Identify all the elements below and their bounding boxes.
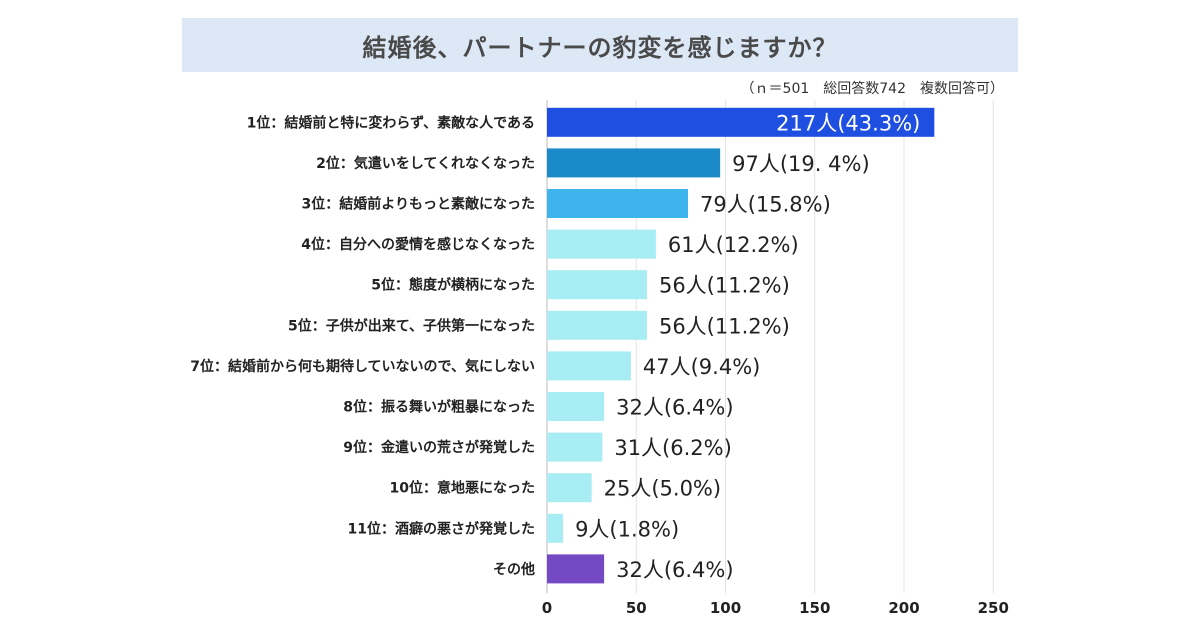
chart-title: 結婚後、パートナーの豹変を感じますか？: [362, 33, 838, 62]
category-label: 3位：結婚前よりもっと素敵になった: [302, 196, 535, 213]
bar: [547, 310, 647, 340]
bar: [547, 107, 935, 137]
value-label: 25人(5.0%): [604, 477, 721, 501]
value-label: 32人(6.4%): [616, 396, 733, 420]
category-label: 9位：金遣いの荒さが発覚した: [343, 439, 535, 456]
bar: [547, 229, 656, 259]
category-label: 11位：酒癖の悪さが発覚した: [348, 520, 535, 537]
value-label: 217人(43.3%): [776, 111, 920, 135]
bar: [547, 432, 603, 462]
category-label: 7位：結婚前から何も期待していないので、気にしない: [190, 358, 535, 375]
value-label: 47人(9.4%): [643, 355, 760, 379]
category-label: 8位：振る舞いが粗暴になった: [343, 399, 535, 416]
category-label: 10位：意地悪になった: [390, 480, 535, 497]
value-label: 79人(15.8%): [700, 193, 831, 217]
category-label: その他: [493, 561, 535, 578]
category-label: 5位：子供が出来て、子供第一になった: [288, 317, 535, 334]
x-tick-label: 100: [710, 599, 741, 617]
bar: [547, 392, 605, 421]
bar: [547, 148, 721, 178]
title-band: 結婚後、パートナーの豹変を感じますか？: [182, 18, 1018, 72]
category-label: 4位：自分への愛情を感じなくなった: [301, 236, 535, 253]
value-label: 32人(6.4%): [616, 558, 733, 582]
sample-note: （ｎ＝501 総回答数742 複数回答可）: [740, 81, 1004, 97]
x-tick-label: 0: [542, 599, 552, 617]
bar: [547, 473, 592, 503]
bar: [547, 554, 605, 584]
value-label: 61人(12.2%): [668, 233, 799, 257]
bar: [547, 270, 647, 300]
value-label: 56人(11.2%): [659, 274, 790, 298]
category-label: 5位：態度が横柄になった: [371, 277, 535, 294]
value-label: 56人(11.2%): [659, 314, 790, 338]
x-tick-label: 200: [888, 599, 919, 617]
bar: [547, 351, 631, 381]
bar: [547, 513, 564, 543]
x-tick-label: 250: [978, 599, 1009, 617]
category-label: 2位：気遣いをしてくれなくなった: [316, 155, 535, 172]
bar: [547, 189, 689, 218]
value-label: 9人(1.8%): [575, 517, 679, 541]
category-label: 1位：結婚前と特に変わらず、素敵な人である: [247, 114, 535, 131]
value-label: 97人(19. 4%): [732, 152, 870, 176]
x-tick-label: 150: [799, 599, 830, 617]
x-tick-label: 50: [626, 599, 647, 617]
value-label: 31人(6.2%): [614, 436, 731, 460]
